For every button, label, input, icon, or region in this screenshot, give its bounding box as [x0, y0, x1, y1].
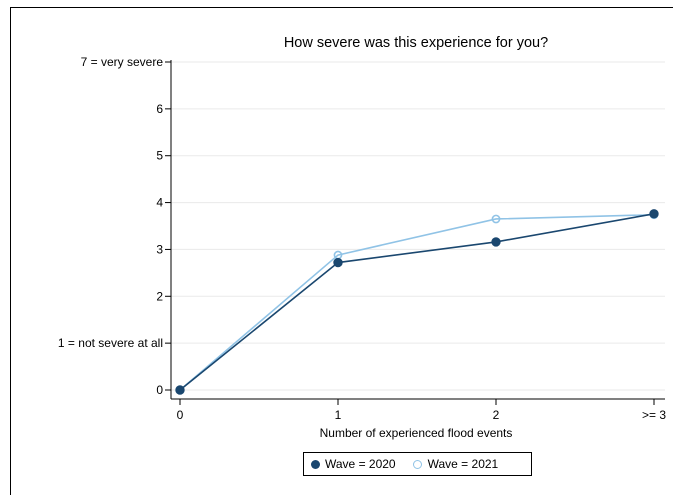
series-group — [175, 209, 659, 395]
legend-item-2020: Wave = 2020 — [311, 457, 396, 471]
y-tick-label-4: 4 — [156, 196, 163, 210]
y-tick-label-3: 3 — [156, 242, 163, 256]
gridlines — [171, 61, 665, 391]
legend-marker-hollow-icon — [412, 459, 422, 469]
x-ticks: 0 1 2 >= 3 — [177, 399, 666, 422]
legend-item-2021: Wave = 2021 — [412, 457, 499, 471]
y-tick-label-1: 1 = not severe at all — [58, 336, 163, 350]
legend-marker-filled-icon — [311, 459, 320, 469]
series-1 — [175, 210, 659, 395]
data-point-s0-3 — [649, 209, 659, 219]
y-ticks: 0 1 = not severe at all 2 3 4 5 6 7 = very seve… — [58, 55, 171, 397]
y-tick-label-5: 5 — [156, 149, 163, 163]
series-0 — [175, 209, 659, 395]
data-point-s0-0 — [175, 385, 185, 395]
x-axis-label: Number of experienced flood events — [320, 426, 513, 440]
y-tick-label-0: 0 — [156, 383, 163, 397]
data-point-s1-2 — [491, 214, 501, 224]
data-point-s0-1 — [333, 257, 343, 268]
chart-title: How severe was this experience for you? — [284, 35, 548, 51]
chart-frame — [10, 7, 673, 495]
legend-label-2020: Wave = 2020 — [325, 457, 396, 471]
y-tick-label-6: 6 — [156, 102, 163, 116]
y-tick-label-7: 7 = very severe — [81, 55, 164, 69]
x-tick-label-2: 2 — [493, 408, 500, 422]
x-tick-label-0: 0 — [177, 408, 184, 422]
data-point-s0-2 — [491, 237, 501, 247]
legend-label-2021: Wave = 2021 — [427, 457, 499, 471]
x-tick-label-3: >= 3 — [642, 408, 666, 422]
axes — [170, 60, 665, 400]
y-tick-label-2: 2 — [156, 289, 163, 303]
legend: Wave = 2020 Wave = 2021 — [303, 452, 532, 476]
series-line-0 — [179, 213, 655, 391]
x-tick-label-1: 1 — [335, 408, 342, 422]
series-line-1 — [179, 213, 655, 391]
